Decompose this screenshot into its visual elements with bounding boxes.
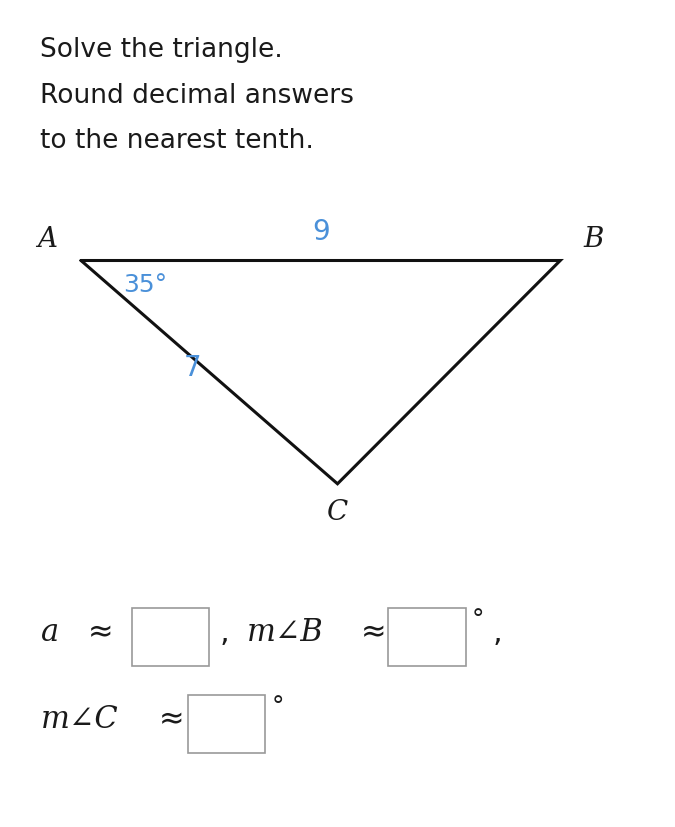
- FancyBboxPatch shape: [132, 608, 209, 666]
- Text: C: C: [327, 500, 348, 526]
- Text: m∠B: m∠B: [246, 617, 323, 648]
- FancyBboxPatch shape: [388, 608, 466, 666]
- Text: 9: 9: [312, 218, 329, 246]
- Text: B: B: [584, 227, 604, 253]
- Text: ,: ,: [493, 618, 502, 648]
- Text: m∠C: m∠C: [40, 704, 118, 735]
- Text: A: A: [37, 227, 57, 253]
- Text: °: °: [271, 695, 284, 719]
- Text: to the nearest tenth.: to the nearest tenth.: [40, 128, 315, 154]
- Text: ≈: ≈: [88, 618, 113, 648]
- Text: 35°: 35°: [123, 273, 167, 298]
- Text: ≈: ≈: [361, 618, 387, 648]
- Text: Round decimal answers: Round decimal answers: [40, 83, 354, 108]
- Text: °: °: [471, 608, 484, 633]
- Text: ,: ,: [219, 618, 229, 648]
- Text: Solve the triangle.: Solve the triangle.: [40, 37, 284, 63]
- Text: 7: 7: [184, 354, 201, 382]
- Text: ≈: ≈: [159, 705, 184, 734]
- Text: a: a: [40, 617, 59, 648]
- FancyBboxPatch shape: [188, 695, 265, 753]
